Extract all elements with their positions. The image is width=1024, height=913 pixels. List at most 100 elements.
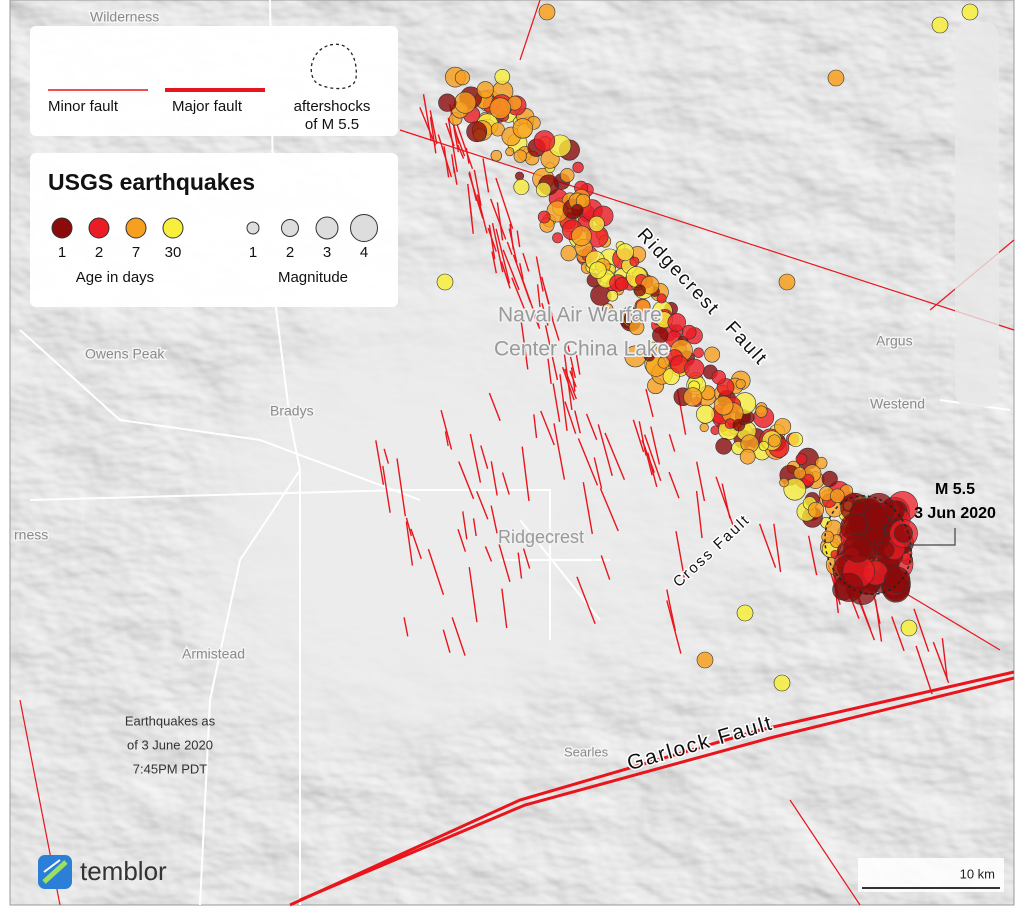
earthquake: [438, 93, 457, 112]
earthquake: [683, 387, 703, 407]
earthquake: [656, 293, 667, 304]
place-label: Wilderness: [90, 9, 159, 25]
minor-fault: [410, 528, 422, 560]
earthquake-legend: USGS earthquakes Age in days Magnitude 1…: [30, 153, 398, 307]
place-label: Center China Lake: [494, 338, 669, 361]
minor-fault: [570, 367, 576, 392]
note: Earthquakes as of 3 June 2020 7:45PM PDT: [125, 713, 216, 776]
minor-fault: [508, 228, 518, 263]
legend-label: Major fault: [172, 98, 243, 115]
legend-label: of M 5.5: [305, 116, 359, 133]
map-control: [955, 22, 999, 407]
legend-title: USGS earthquakes: [48, 169, 255, 195]
earthquake: [713, 395, 734, 416]
earthquake: [494, 68, 511, 85]
minor-fault: [440, 409, 453, 450]
minor-fault: [715, 476, 734, 526]
legend-label: 1: [249, 244, 257, 261]
minor-fault: [541, 276, 554, 321]
legend-label: 2: [95, 244, 103, 261]
earthquake: [696, 404, 715, 424]
earthquake: [793, 467, 806, 480]
note-line: of 3 June 2020: [127, 737, 213, 752]
minor-fault: [536, 284, 541, 308]
earthquake: [779, 477, 789, 488]
minor-fault: [382, 465, 391, 513]
minor-fault: [476, 194, 488, 234]
event-label: M 5.5: [935, 481, 975, 498]
minor-fault: [758, 523, 777, 568]
minor-fault: [462, 511, 468, 540]
minor-fault: [456, 123, 474, 170]
minor-fault: [668, 434, 676, 452]
minor-fault: [891, 616, 905, 652]
minor-fault: [522, 548, 531, 569]
minor-fault: [399, 129, 1015, 331]
minor-fault: [468, 171, 478, 201]
place-label: Owens Peak: [85, 346, 165, 362]
earthquake: [755, 405, 768, 418]
magnitude-swatch: [315, 216, 339, 240]
earthquake: [821, 470, 838, 487]
earthquake: [863, 505, 889, 531]
minor-fault: [913, 608, 930, 652]
minor-fault: [575, 353, 581, 375]
minor-fault: [600, 555, 611, 580]
minor-fault: [517, 552, 523, 579]
minor-fault: [574, 410, 581, 434]
age-swatch: [51, 217, 73, 239]
major-fault: [299, 676, 1015, 902]
earthquake: [537, 210, 551, 224]
earthquake: [699, 423, 709, 433]
place-label: Bradys: [270, 403, 314, 419]
legend-label: 7: [132, 244, 140, 261]
earthquake: [633, 284, 646, 297]
earthquake: [533, 130, 556, 152]
magnitude-swatch: [350, 214, 378, 242]
minor-fault: [458, 461, 475, 500]
minor-fault: [632, 419, 645, 453]
earthquake: [436, 273, 454, 291]
minor-fault: [488, 224, 496, 260]
minor-fault: [422, 94, 432, 142]
earthquake: [571, 225, 592, 247]
earthquake: [795, 453, 808, 465]
earthquake: [732, 418, 746, 432]
earthquake: [657, 356, 670, 369]
minor-fault: [647, 452, 658, 487]
earthquake: [490, 149, 503, 162]
minor-fault: [577, 438, 599, 486]
minor-fault: [451, 154, 456, 174]
minor-fault: [643, 434, 662, 482]
minor-fault: [789, 799, 861, 906]
legend-label: Age in days: [76, 269, 154, 286]
earthquake: [575, 193, 591, 209]
place-label: Armistead: [182, 646, 245, 662]
fault-legend: Minor fault Major fault aftershocks of M…: [30, 26, 398, 136]
minor-fault: [695, 461, 706, 502]
minor-fault: [468, 567, 478, 623]
minor-fault: [695, 490, 703, 539]
minor-fault: [487, 227, 497, 252]
minor-fault: [915, 645, 933, 695]
minor-fault: [807, 535, 818, 576]
earthquake: [884, 566, 911, 593]
minor-fault: [480, 445, 489, 470]
place-label: Argus: [876, 333, 913, 349]
minor-fault: [449, 103, 460, 153]
earthquake: [513, 149, 527, 163]
earthquake: [512, 118, 534, 139]
minor-fault: [447, 117, 458, 172]
minor-fault: [501, 472, 510, 495]
minor-fault: [541, 303, 549, 326]
earthquake: [735, 378, 746, 389]
minor-fault: [469, 433, 482, 483]
minor-fault: [941, 638, 948, 680]
logo: temblor: [38, 855, 167, 889]
minor-fault: [457, 529, 467, 552]
minor-fault: [488, 392, 501, 422]
earthquake: [961, 3, 979, 21]
minor-fault: [645, 388, 654, 418]
earthquake: [614, 277, 629, 291]
earthquake: [783, 477, 807, 501]
